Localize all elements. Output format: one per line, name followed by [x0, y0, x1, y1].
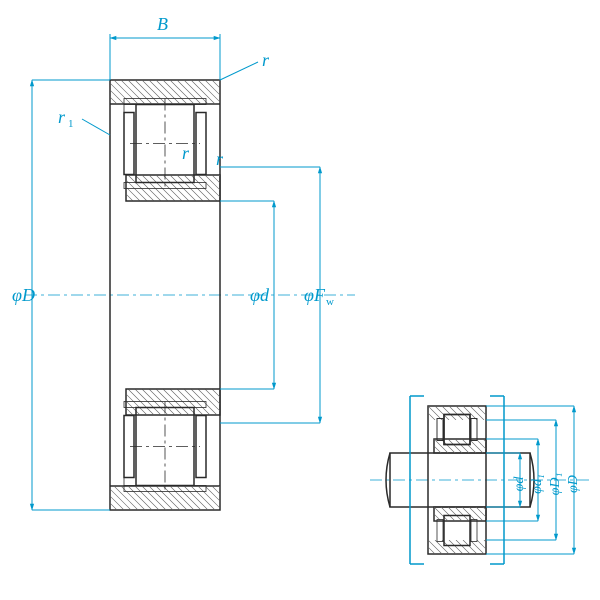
svg-text:r: r — [262, 50, 270, 70]
svg-text:φD: φD — [566, 475, 581, 493]
svg-text:B: B — [157, 14, 168, 34]
svg-text:φF: φF — [304, 285, 326, 305]
svg-text:φd: φd — [250, 285, 270, 305]
svg-text:φD: φD — [12, 285, 35, 305]
svg-text:1: 1 — [68, 118, 74, 130]
svg-text:φD₁: φD₁ — [548, 473, 563, 496]
svg-text:w: w — [326, 296, 334, 308]
svg-text:r: r — [216, 149, 224, 169]
bearing-cross-section-main: Brrr1φDφdφFwr — [12, 14, 355, 510]
svg-text:φd₁: φd₁ — [530, 474, 545, 494]
svg-text:φd: φd — [512, 476, 527, 492]
bearing-assembly-aux: φdφd₁φD₁φD — [370, 396, 590, 564]
svg-text:r: r — [58, 107, 66, 127]
svg-text:r: r — [182, 143, 190, 163]
